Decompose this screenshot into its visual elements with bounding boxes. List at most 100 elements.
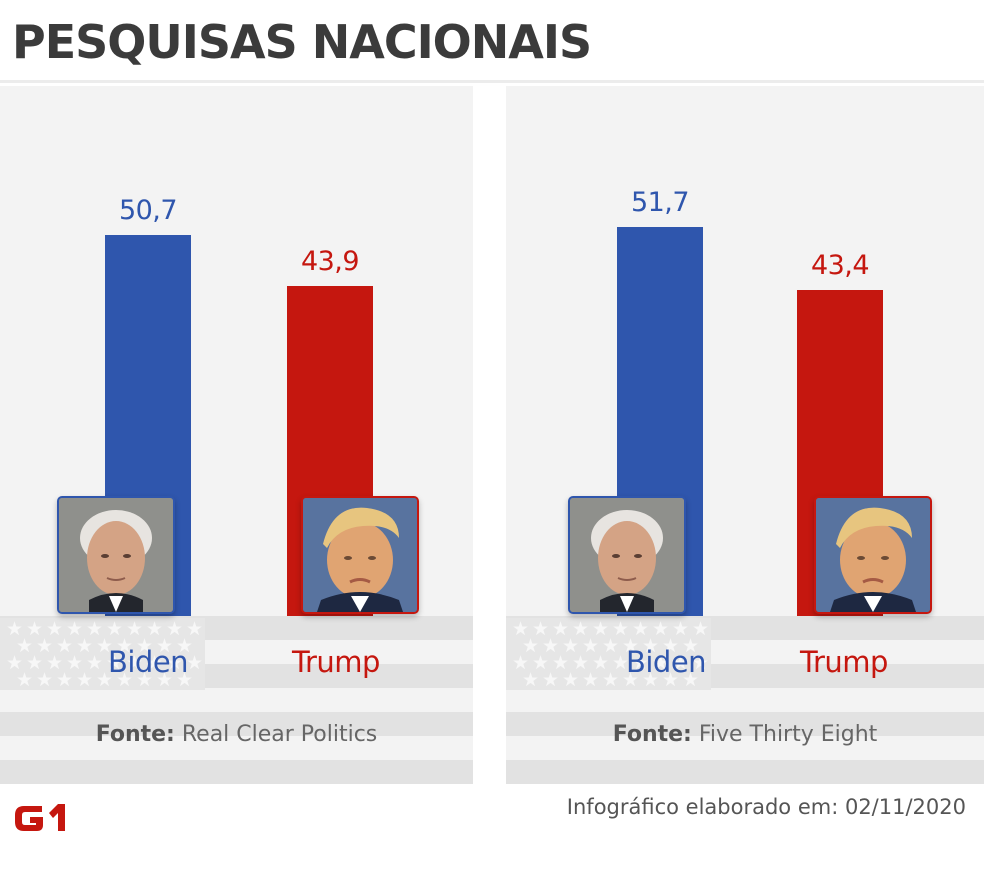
star-icon: ★ [176,635,194,657]
star-icon: ★ [622,669,640,690]
category-label-biden: Biden [625,645,707,679]
star-icon: ★ [612,652,630,674]
star-icon: ★ [96,669,114,690]
source-name: Five Thirty Eight [698,722,878,747]
flag-stars: ★ ★ ★ ★ ★ ★ ★ ★ ★ ★ ★ ★ ★ ★ ★ ★ ★ ★ ★ ★ ★ ★ ★ ★ ★ ★ ★ ★ ★ ★ ★ ★ ★ ★ ★ ★ ★ ★ [506,618,711,690]
star-icon: ★ [156,669,174,690]
star-icon: ★ [682,669,700,690]
star-icon: ★ [542,635,560,657]
star-icon: ★ [552,618,570,640]
value-label-trump: 43,9 [300,245,360,277]
chart-panel-five-thirty-eight: ★ ★ ★ ★ ★ ★ ★ ★ ★ ★ ★ ★ ★ ★ ★ ★ ★ ★ ★ ★ ★ ★ ★ ★ ★ ★ ★ ★ ★ ★ ★ ★ ★ ★ ★ ★ ★ ★ 5… [506,86,984,784]
value-label-biden: 50,7 [118,194,178,226]
star-icon: ★ [106,652,124,674]
source-note: Fonte: Real Clear Politics [0,720,473,750]
flag-stars: ★ ★ ★ ★ ★ ★ ★ ★ ★ ★ ★ ★ ★ ★ ★ ★ ★ ★ ★ ★ ★ ★ ★ ★ ★ ★ ★ ★ ★ ★ ★ ★ ★ ★ ★ ★ ★ ★ [0,618,205,690]
star-icon: ★ [582,635,600,657]
star-icon: ★ [572,652,590,674]
star-icon: ★ [96,635,114,657]
star-icon: ★ [56,669,74,690]
star-icon: ★ [46,652,64,674]
star-icon: ★ [642,669,660,690]
star-icon: ★ [542,669,560,690]
star-icon: ★ [56,635,74,657]
star-icon: ★ [522,669,540,690]
star-icon: ★ [76,669,94,690]
trump-photo [301,496,419,614]
biden-photo [57,496,175,614]
biden-photo [568,496,686,614]
star-icon: ★ [602,635,620,657]
star-icon: ★ [652,652,670,674]
star-icon: ★ [26,618,44,640]
star-icon: ★ [652,618,670,640]
star-icon: ★ [6,618,24,640]
value-label-biden: 51,7 [630,187,690,219]
star-icon: ★ [136,669,154,690]
star-icon: ★ [126,652,144,674]
star-icon: ★ [116,635,134,657]
flag-stripes [0,616,473,784]
category-label-trump: Trump [800,645,888,679]
source-label: Fonte: [95,722,175,747]
star-icon: ★ [662,669,680,690]
star-icon: ★ [592,652,610,674]
source-label: Fonte: [612,722,692,747]
star-icon: ★ [166,618,184,640]
star-icon: ★ [146,618,164,640]
value-label-trump: 43,4 [810,249,870,281]
star-icon: ★ [106,618,124,640]
star-icon: ★ [116,669,134,690]
star-icon: ★ [86,618,104,640]
star-icon: ★ [126,618,144,640]
star-icon: ★ [36,669,54,690]
star-icon: ★ [522,635,540,657]
star-icon: ★ [136,635,154,657]
star-icon: ★ [612,618,630,640]
star-icon: ★ [16,669,34,690]
star-icon: ★ [672,618,690,640]
star-icon: ★ [632,618,650,640]
title-divider [0,80,984,83]
star-icon: ★ [692,618,710,640]
star-icon: ★ [632,652,650,674]
star-icon: ★ [562,635,580,657]
star-icon: ★ [512,652,530,674]
star-icon: ★ [6,652,24,674]
star-icon: ★ [532,618,550,640]
star-icon: ★ [176,669,194,690]
star-icon: ★ [86,652,104,674]
star-icon: ★ [146,652,164,674]
star-icon: ★ [186,618,204,640]
star-icon: ★ [662,635,680,657]
category-label-biden: Biden [107,645,189,679]
g1-logo [15,804,65,831]
star-icon: ★ [532,652,550,674]
star-icon: ★ [592,618,610,640]
source-note: Fonte: Five Thirty Eight [506,720,984,750]
source-name: Real Clear Politics [181,722,378,747]
page-title: PESQUISAS NACIONAIS [12,15,592,69]
trump-photo [814,496,932,614]
flag-stripes [506,616,984,784]
star-icon: ★ [582,669,600,690]
star-icon: ★ [512,618,530,640]
star-icon: ★ [672,652,690,674]
star-icon: ★ [682,635,700,657]
star-icon: ★ [76,635,94,657]
star-icon: ★ [186,652,204,674]
star-icon: ★ [66,652,84,674]
star-icon: ★ [552,652,570,674]
star-icon: ★ [46,618,64,640]
star-icon: ★ [622,635,640,657]
star-icon: ★ [642,635,660,657]
star-icon: ★ [36,635,54,657]
infographic-date: Infográfico elaborado em: 02/11/2020 [566,795,966,819]
star-icon: ★ [16,635,34,657]
star-icon: ★ [26,652,44,674]
star-icon: ★ [562,669,580,690]
category-label-trump: Trump [292,645,380,679]
star-icon: ★ [156,635,174,657]
star-icon: ★ [602,669,620,690]
star-icon: ★ [166,652,184,674]
